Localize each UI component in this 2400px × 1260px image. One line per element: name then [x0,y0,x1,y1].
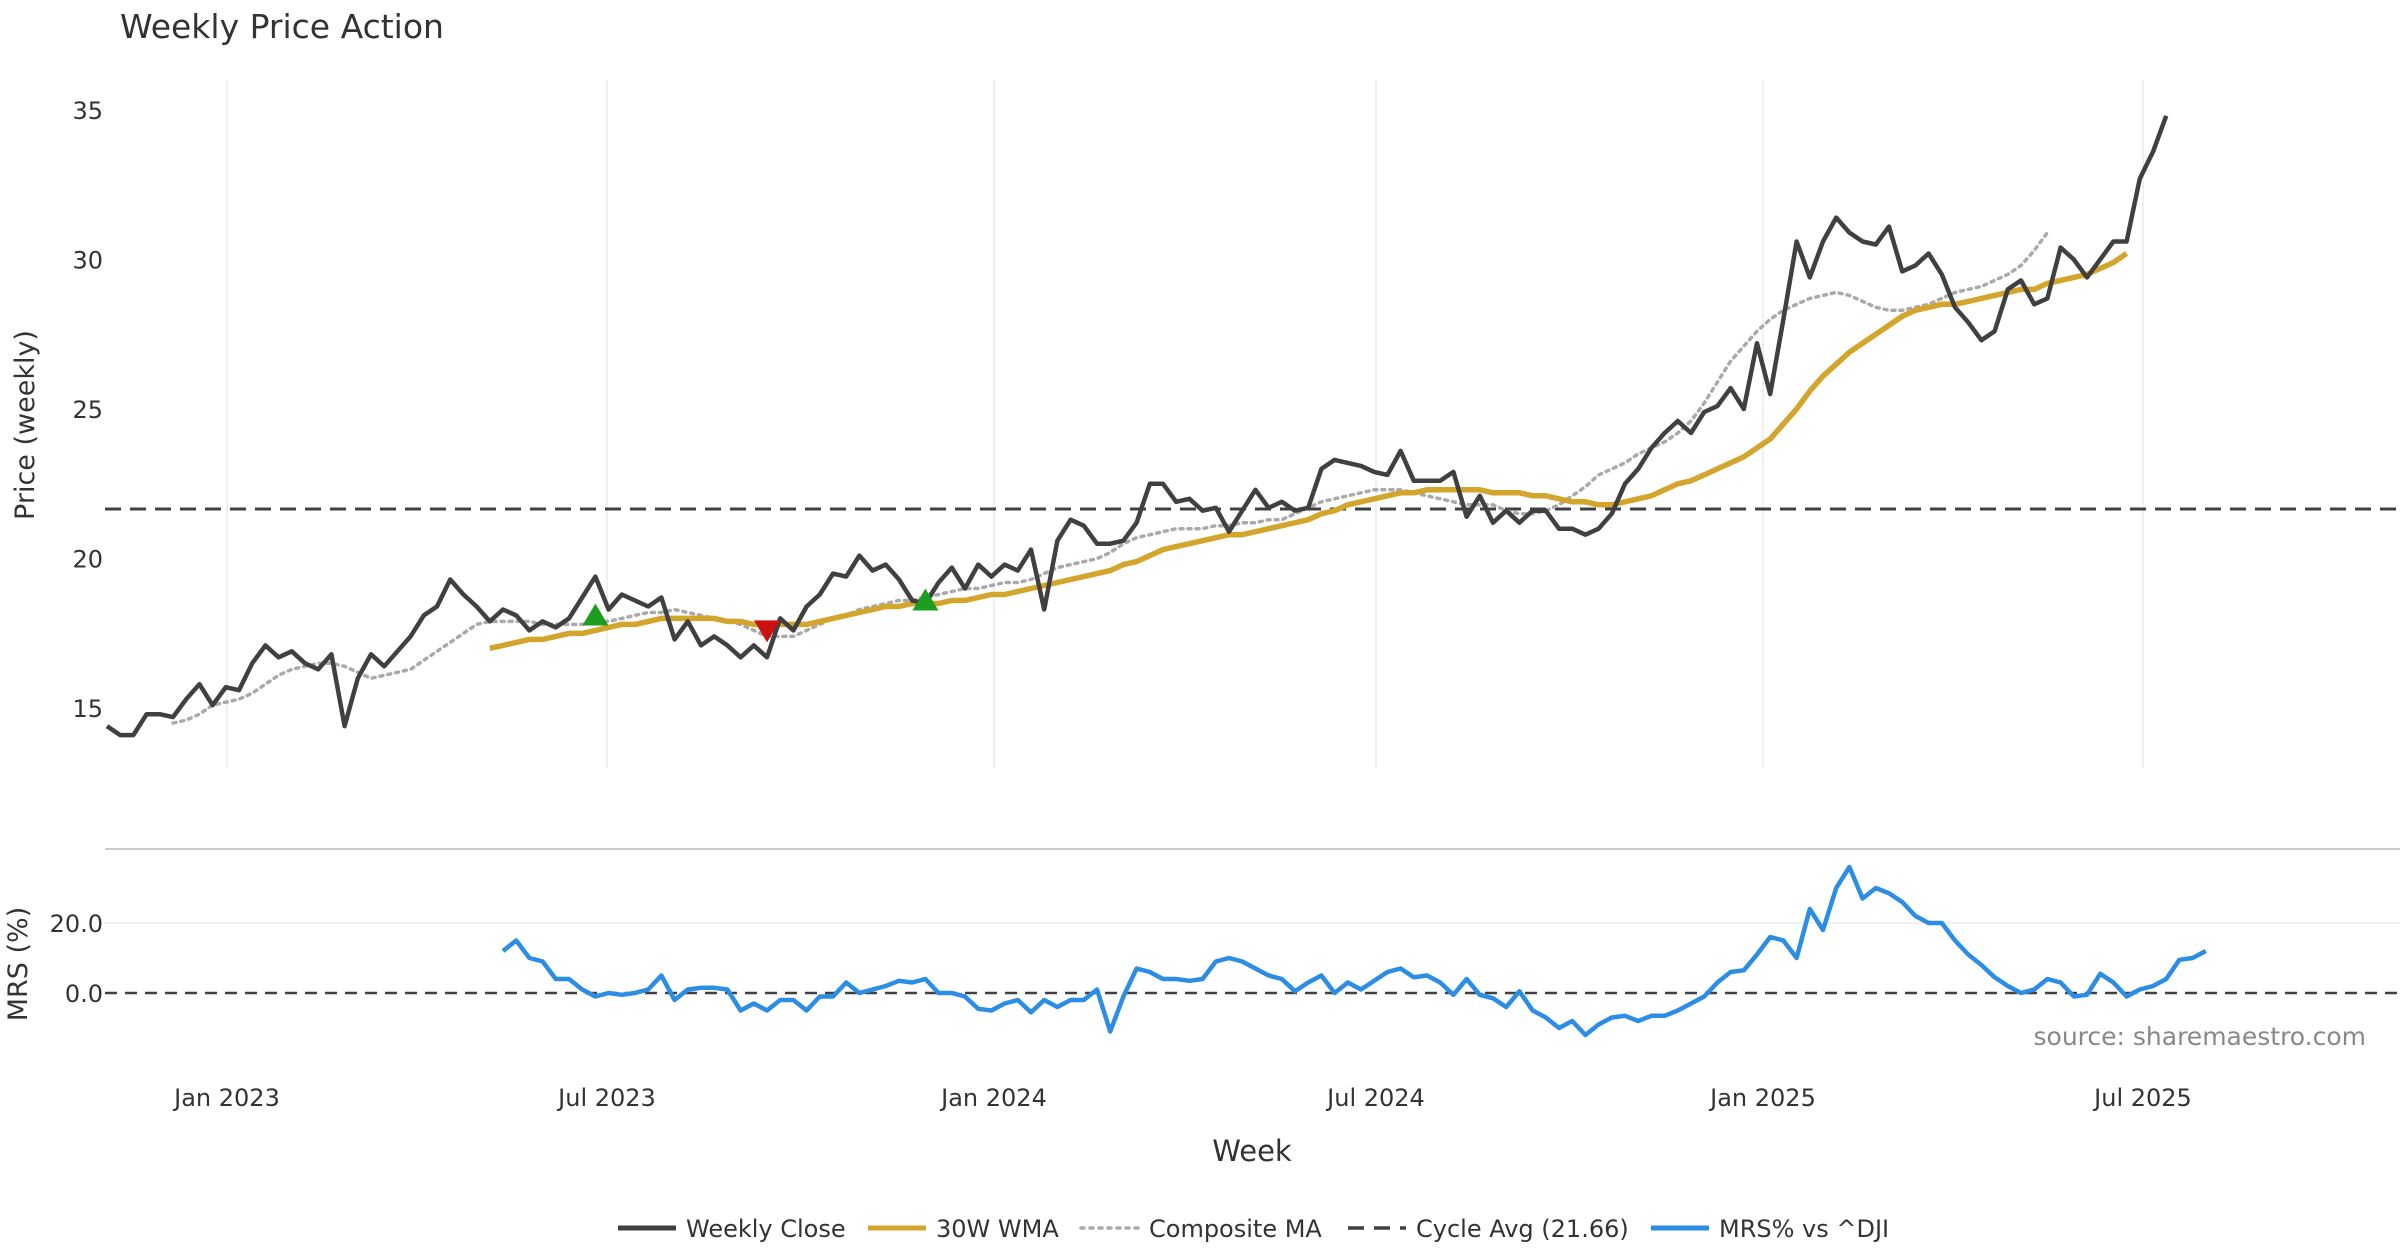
legend-label: 30W WMA [936,1215,1059,1243]
buy-signal-marker [912,588,939,611]
price-y-tick-label: 20 [72,546,103,574]
x-tick-label: Jul 2025 [2092,1084,2192,1112]
x-tick-label: Jul 2023 [556,1084,656,1112]
legend-label: Composite MA [1149,1215,1322,1243]
price-grid [226,80,2144,768]
price-y-label: Price (weekly) [10,330,41,520]
source-label: source: sharemaestro.com [2034,1022,2367,1051]
mrs-y-tick-label: 20.0 [50,910,103,938]
x-tick-label: Jan 2023 [172,1084,280,1112]
x-ticks: Jan 2023 Jul 2023 Jan 2024 Jul 2024 Jan 2025… [172,1084,2192,1112]
price-series-layer [105,115,2169,738]
x-tick-label: Jan 2024 [939,1084,1047,1112]
price-y-tick-label: 30 [72,246,103,274]
mrs-y-tick-label: 0.0 [65,980,103,1008]
x-tick-label: Jul 2024 [1325,1084,1425,1112]
price-y-ticks: 15 20 25 30 35 [72,97,103,723]
mrs-y-ticks: 0.0 20.0 [50,910,103,1008]
price-y-tick-label: 35 [72,97,103,125]
mrs-series-layer [501,864,2207,1038]
chart-title: Weekly Price Action [120,7,444,46]
signal-markers [582,588,939,643]
mrs-y-label: MRS (%) [3,907,34,1022]
x-tick-label: Jan 2025 [1708,1084,1816,1112]
x-axis-label: Week [1212,1134,1292,1168]
wma-30-line [489,251,2129,651]
legend-label: Weekly Close [686,1215,846,1243]
price-y-tick-label: 25 [72,396,103,424]
buy-signal-marker [582,603,609,626]
legend-label: Cycle Avg (21.66) [1416,1215,1629,1243]
legend-label: MRS% vs ^DJI [1719,1215,1889,1243]
mrs-line [501,864,2207,1038]
price-y-tick-label: 15 [72,695,103,723]
legend: Weekly Close 30W WMA Composite MA Cycle Avg… [618,1215,1889,1243]
sell-signal-marker [754,620,780,643]
weekly-close-line [105,115,2169,738]
composite-ma-line [171,230,2050,725]
